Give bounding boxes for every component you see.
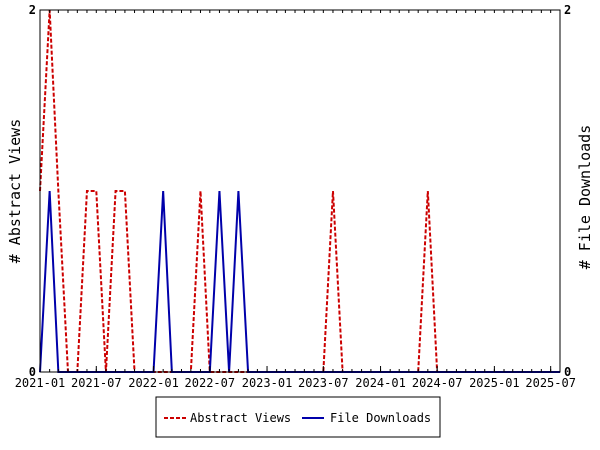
x-tick-label: 2023-01: [242, 376, 293, 390]
y-left-tick-label: 0: [29, 365, 36, 379]
legend-label-file-downloads: File Downloads: [330, 411, 431, 425]
x-tick-label: 2025-07: [525, 376, 576, 390]
y-right-tick-label: 0: [564, 365, 571, 379]
y-axis-right-label: # File Downloads: [576, 125, 594, 270]
y-left-tick-label: 2: [29, 3, 36, 17]
x-tick-label: 2024-07: [412, 376, 463, 390]
y-axis-left-label: # Abstract Views: [6, 119, 24, 264]
x-tick-label: 2022-01: [128, 376, 179, 390]
x-tick-label: 2024-01: [355, 376, 406, 390]
x-tick-label: 2021-07: [71, 376, 122, 390]
legend-box: [155, 396, 441, 438]
y-right-tick-label: 2: [564, 3, 571, 17]
x-tick-label: 2022-07: [185, 376, 236, 390]
x-tick-label: 2023-07: [298, 376, 349, 390]
x-tick-label: 2025-01: [469, 376, 520, 390]
plot-frame: [39, 9, 561, 373]
legend: Abstract Views File Downloads: [155, 396, 441, 438]
x-tick-label: 2021-01: [15, 376, 66, 390]
axes-layer: 2021-01 2021-07 2022-01 2022-07 2023-01 2023-…: [15, 3, 576, 390]
legend-label-abstract-views: Abstract Views: [190, 411, 291, 425]
